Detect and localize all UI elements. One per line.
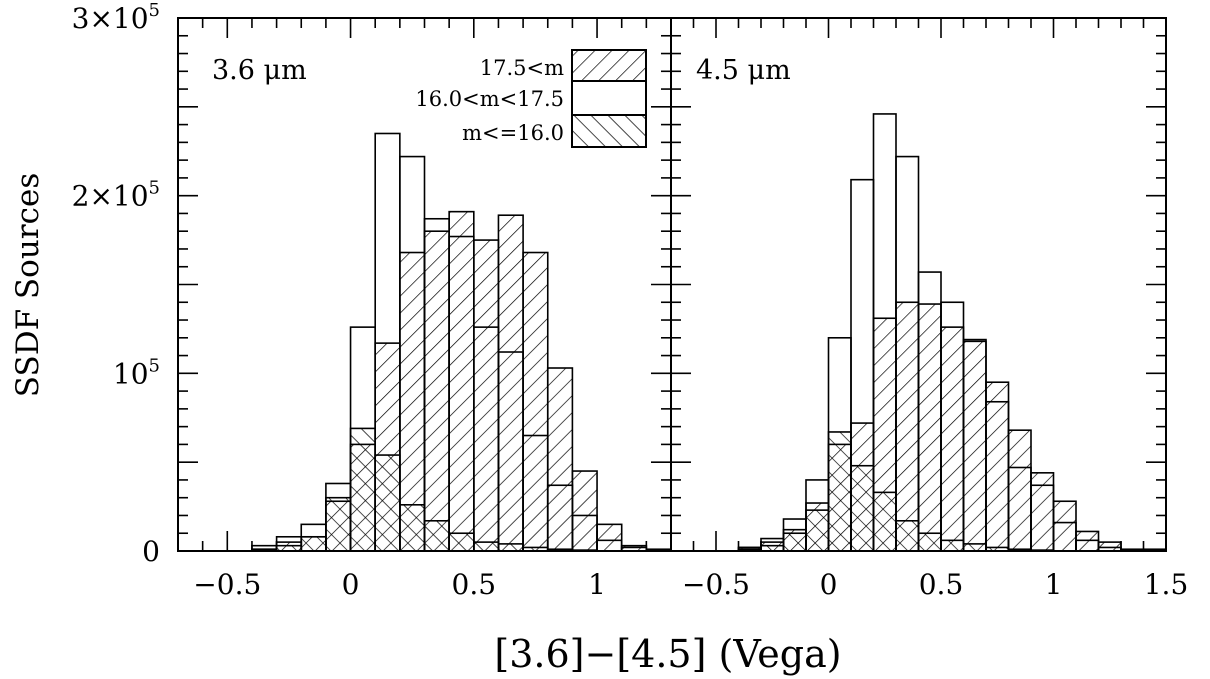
bar-17.5<m-bin-13	[1030, 472, 1055, 552]
x-tick-label: 1	[588, 568, 606, 601]
y-tick-label: 105	[113, 355, 160, 390]
legend: 17.5<m 16.0<m<17.5 m<=16.0	[415, 49, 647, 148]
bar-17.5<m-bin-15	[1075, 530, 1100, 552]
x-tick-label: 1.5	[1144, 568, 1189, 601]
y-tick-label: 3×105	[72, 0, 160, 35]
bar-m<=16.0-bin-6	[374, 454, 401, 552]
bar-m<=16.0-bin-9	[448, 532, 475, 552]
bar-m<=16.0-bin-7	[399, 504, 426, 552]
legend-swatch-faint	[571, 49, 647, 82]
bar-m<=16.0-bin-4	[325, 496, 352, 552]
bar-17.5<m-bin-10	[962, 340, 987, 552]
y-tick-label: 2×105	[72, 178, 160, 213]
bar-m<=16.0-bin-11	[497, 543, 524, 552]
x-tick-label: 0.5	[919, 568, 964, 601]
bar-17.5<m-bin-7	[399, 251, 426, 552]
x-tick-label: 0	[820, 568, 838, 601]
bar-17.5<m-bin-7	[895, 301, 920, 552]
bar-17.5<m-bin-14	[571, 470, 598, 552]
bar-m<=16.0-bin-6	[872, 491, 897, 552]
x-tick-label: 0.5	[452, 568, 497, 601]
bar-m<=16.0-bin-7	[895, 519, 920, 552]
bar-m<=16.0-bin-8	[423, 519, 450, 552]
bar-17.5<m-bin-15	[596, 523, 623, 552]
panel-3.6um: 3.6 μm −0.5 0 0.5 1	[177, 17, 672, 601]
bar-m<=16.0-bin-4	[827, 431, 852, 552]
bar-17.5<m-bin-16	[1097, 541, 1122, 552]
legend-swatch-mid	[571, 80, 647, 116]
bar-m<=16.0-bin-5	[349, 427, 376, 552]
bar-m<=16.0-bin-3	[300, 535, 327, 552]
panel-label-3.6um: 3.6 μm	[212, 55, 307, 86]
legend-label-mid: 16.0<m<17.5	[415, 87, 564, 111]
legend-label-faint: 17.5<m	[480, 56, 564, 80]
bar-17.5<m-bin-9	[448, 210, 475, 552]
y-axis-title: SSDF Sources	[10, 173, 46, 397]
x-tick-label: −0.5	[193, 568, 261, 601]
x-axis-title: [3.6]−[4.5] (Vega)	[494, 632, 841, 676]
bar-17.5<m-bin-13	[546, 367, 574, 552]
bar-m<=16.0-bin-5	[850, 464, 875, 552]
bar-17.5<m-bin-10	[472, 239, 500, 552]
x-tick-label: −0.5	[682, 568, 750, 601]
bar-m<=16.0-bin-10	[962, 543, 987, 552]
bar-17.5<m-bin-14	[1052, 500, 1077, 552]
legend-swatch-bright	[571, 114, 647, 148]
bar-17.5<m-bin-12	[522, 251, 549, 552]
y-tick-labels: 0 105 2×105 3×105	[72, 0, 160, 568]
bar-m<=16.0-bin-9	[940, 539, 965, 552]
bar-17.5<m-bin-11	[985, 381, 1010, 552]
x-tick-label: 0	[342, 568, 360, 601]
panel-4.5um: 4.5 μm −0.5 0 0.5 1 1.5	[670, 17, 1189, 601]
bar-m<=16.0-bin-10	[472, 541, 500, 552]
y-tick-label: 0	[142, 535, 160, 568]
bar-17.5<m-bin-12	[1007, 429, 1032, 552]
bar-17.5<m-bin-8	[423, 230, 450, 552]
panel-label-4.5um: 4.5 μm	[696, 55, 791, 86]
bar-17.5<m-bin-9	[940, 326, 965, 552]
legend-label-bright: m<=16.0	[462, 121, 564, 145]
bar-17.5<m-bin-8	[917, 303, 942, 552]
x-tick-label: 1	[1045, 568, 1063, 601]
bar-m<=16.0-bin-3	[805, 509, 830, 552]
bar-m<=16.0-bin-8	[917, 532, 942, 552]
bar-m<=16.0-bin-2	[782, 532, 807, 552]
bar-17.5<m-bin-11	[497, 214, 524, 552]
